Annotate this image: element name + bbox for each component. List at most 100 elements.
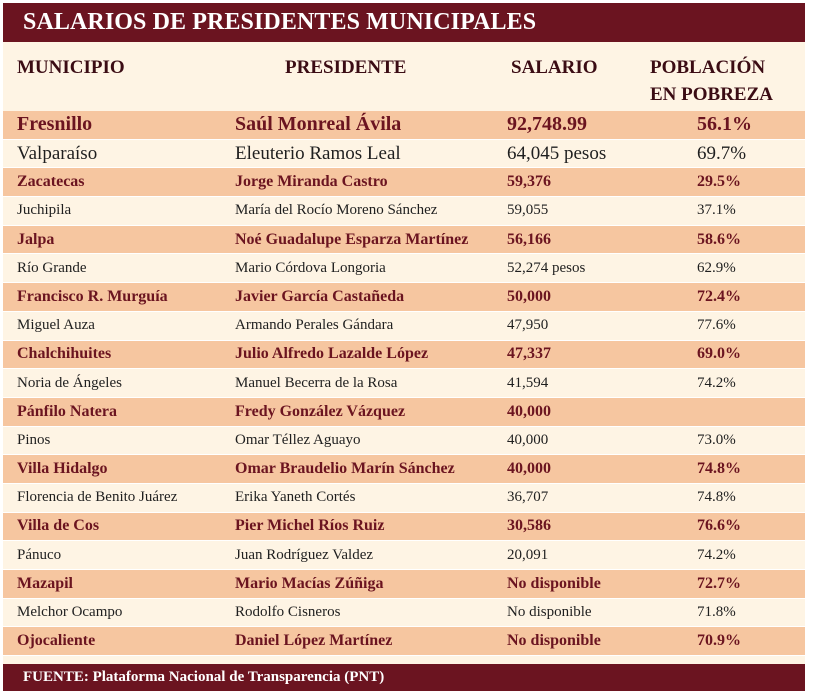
pobreza-cell: 74.2% — [697, 546, 736, 563]
municipio-cell: Zacatecas — [17, 173, 85, 191]
presidente-cell: Juan Rodríguez Valdez — [235, 546, 374, 563]
pobreza-cell: 74.8% — [697, 489, 736, 506]
header-presidente: PRESIDENTE — [285, 57, 407, 78]
table-row: Zacatecas Jorge Miranda Castro 59,376 29.5% — [3, 168, 805, 198]
pobreza-cell: 76.6% — [697, 517, 741, 535]
header-pobreza-line2: EN POBREZA — [650, 84, 773, 105]
presidente-cell: Omar Braudelio Marín Sánchez — [235, 460, 455, 478]
pobreza-cell: 72.4% — [697, 287, 741, 305]
table-body: Fresnillo Saúl Monreal Ávila 92,748.99 56.1… — [3, 111, 805, 657]
table-row: Villa de Cos Pier Michel Ríos Ruiz 30,586 7… — [3, 512, 805, 542]
presidente-cell: Omar Téllez Aguayo — [235, 431, 361, 448]
salary-table-panel: SALARIOS DE PRESIDENTES MUNICIPALES MUNI… — [3, 3, 805, 691]
table-row: Jalpa Noé Guadalupe Esparza Martínez 56,16… — [3, 225, 805, 255]
presidente-cell: Jorge Miranda Castro — [235, 173, 388, 191]
municipio-cell: Miguel Auza — [17, 317, 95, 334]
salario-cell: No disponible — [507, 632, 601, 650]
presidente-cell: Pier Michel Ríos Ruiz — [235, 517, 385, 535]
presidente-cell: Javier García Castañeda — [235, 287, 405, 305]
pobreza-cell: 74.8% — [697, 460, 741, 478]
pobreza-cell: 74.2% — [697, 374, 736, 391]
table-row: Río Grande Mario Córdova Longoria 52,274 p… — [3, 254, 805, 284]
header-municipio: MUNICIPIO — [17, 57, 125, 78]
presidente-cell: Erika Yaneth Cortés — [235, 489, 356, 506]
pobreza-cell: 71.8% — [697, 604, 736, 621]
presidente-cell: María del Rocío Moreno Sánchez — [235, 202, 438, 219]
salario-cell: 40,000 — [507, 402, 551, 420]
salario-cell: 40,000 — [507, 431, 549, 448]
municipio-cell: Florencia de Benito Juárez — [17, 489, 178, 506]
pobreza-cell: 72.7% — [697, 574, 741, 592]
salario-cell: 92,748.99 — [507, 113, 587, 136]
salario-cell: 52,274 pesos — [507, 259, 586, 276]
table-row: Melchor Ocampo Rodolfo Cisneros No disponi… — [3, 598, 805, 628]
pobreza-cell: 70.9% — [697, 632, 741, 650]
municipio-cell: Villa de Cos — [17, 517, 100, 535]
presidente-cell: Mario Macías Zúñiga — [235, 574, 384, 592]
municipio-cell: Pánuco — [17, 546, 62, 563]
salario-cell: 36,707 — [507, 489, 549, 506]
municipio-cell: Juchipila — [17, 202, 72, 219]
salario-cell: 64,045 pesos — [507, 142, 607, 164]
municipio-cell: Pánfilo Natera — [17, 402, 117, 420]
salario-cell: 56,166 — [507, 230, 551, 248]
salario-cell: 50,000 — [507, 287, 551, 305]
pobreza-cell: 62.9% — [697, 259, 736, 276]
pobreza-cell: 69.0% — [697, 345, 741, 363]
salario-cell: 47,950 — [507, 317, 549, 334]
municipio-cell: Pinos — [17, 431, 51, 448]
salario-cell: 20,091 — [507, 546, 549, 563]
municipio-cell: Melchor Ocampo — [17, 604, 123, 621]
table-row: Florencia de Benito Juárez Erika Yaneth C… — [3, 483, 805, 513]
pobreza-cell: 56.1% — [697, 113, 752, 136]
table-row: Noria de Ángeles Manuel Becerra de la Ros… — [3, 369, 805, 398]
presidente-cell: Eleuterio Ramos Leal — [235, 142, 401, 164]
salario-cell: 59,055 — [507, 202, 549, 219]
presidente-cell: Rodolfo Cisneros — [235, 604, 341, 621]
pobreza-cell: 37.1% — [697, 202, 736, 219]
table-row: Fresnillo Saúl Monreal Ávila 92,748.99 56.1… — [3, 111, 805, 140]
table-row: Villa Hidalgo Omar Braudelio Marín Sánche… — [3, 455, 805, 484]
pobreza-cell: 29.5% — [697, 173, 741, 191]
presidente-cell: Julio Alfredo Lazalde López — [235, 345, 429, 363]
table-row: Pinos Omar Téllez Aguayo 40,000 73.0% — [3, 426, 805, 456]
municipio-cell: Río Grande — [17, 259, 87, 276]
table-row: Pánuco Juan Rodríguez Valdez 20,091 74.2% — [3, 541, 805, 570]
municipio-cell: Jalpa — [17, 230, 55, 248]
municipio-cell: Villa Hidalgo — [17, 460, 108, 478]
salario-cell: 30,586 — [507, 517, 551, 535]
salario-cell: 40,000 — [507, 460, 551, 478]
table-row: Juchipila María del Rocío Moreno Sánchez 5… — [3, 197, 805, 226]
pobreza-cell: 73.0% — [697, 431, 736, 448]
table-row: Ojocaliente Daniel López Martínez No dispo… — [3, 627, 805, 657]
salario-cell: 41,594 — [507, 374, 549, 391]
municipio-cell: Valparaíso — [17, 142, 98, 164]
presidente-cell: Fredy González Vázquez — [235, 402, 406, 420]
table-row: Francisco R. Murguía Javier García Castañ… — [3, 283, 805, 312]
pobreza-cell: 58.6% — [697, 230, 741, 248]
table-title: SALARIOS DE PRESIDENTES MUNICIPALES — [3, 3, 805, 42]
pobreza-cell: 69.7% — [697, 142, 747, 164]
presidente-cell: Armando Perales Gándara — [235, 317, 394, 334]
table-row: Miguel Auza Armando Perales Gándara 47,950… — [3, 311, 805, 341]
table-row: Mazapil Mario Macías Zúñiga No disponible 7… — [3, 570, 805, 599]
header-salario: SALARIO — [511, 57, 598, 78]
source-footer: FUENTE: Plataforma Nacional de Transpare… — [3, 664, 805, 691]
table-row: Pánfilo Natera Fredy González Vázquez 40,0… — [3, 397, 805, 427]
salario-cell: 47,337 — [507, 345, 551, 363]
municipio-cell: Noria de Ángeles — [17, 374, 122, 391]
presidente-cell: Mario Córdova Longoria — [235, 259, 386, 276]
municipio-cell: Francisco R. Murguía — [17, 287, 168, 305]
table-row: Chalchihuites Julio Alfredo Lazalde López… — [3, 340, 805, 370]
presidente-cell: Noé Guadalupe Esparza Martínez — [235, 230, 469, 248]
salario-cell: No disponible — [507, 604, 592, 621]
municipio-cell: Mazapil — [17, 574, 73, 592]
table-row: Valparaíso Eleuterio Ramos Leal 64,045 pes… — [3, 139, 805, 169]
municipio-cell: Chalchihuites — [17, 345, 112, 363]
municipio-cell: Ojocaliente — [17, 632, 96, 650]
pobreza-cell: 77.6% — [697, 317, 736, 334]
salario-cell: 59,376 — [507, 173, 551, 191]
salario-cell: No disponible — [507, 574, 601, 592]
municipio-cell: Fresnillo — [17, 113, 93, 136]
presidente-cell: Saúl Monreal Ávila — [235, 113, 402, 136]
